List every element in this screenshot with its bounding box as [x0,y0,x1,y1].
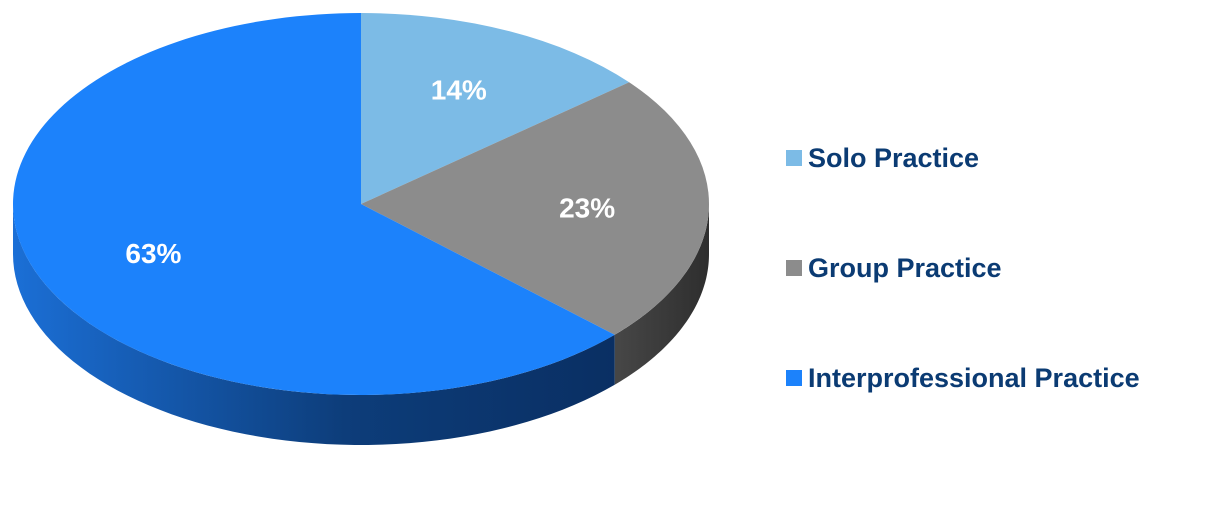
pie-slice-solo-practice [361,13,630,204]
pie-side-group-practice [614,204,709,385]
legend-item-group-practice: Group Practice [786,248,1206,288]
pie-slice-interprofessional-practice [13,13,615,395]
data-label-group-practice: 23% [559,192,615,223]
pie-labels: 14% 23% 63% [125,74,615,268]
legend-item-interprofessional-practice: Interprofessional Practice [786,358,1206,398]
pie-side-interprofessional-practice [13,204,615,445]
pie-sides [13,204,709,445]
legend: Solo Practice Group Practice Interprofes… [786,138,1206,398]
legend-swatch-interprofessional [786,370,802,386]
legend-label-interprofessional: Interprofessional Practice [808,362,1140,393]
legend-item-solo-practice: Solo Practice [786,138,1206,178]
data-label-solo-practice: 14% [431,74,487,105]
pie-tops [13,13,710,395]
legend-swatch-group [786,260,802,276]
legend-swatch-solo [786,150,802,166]
legend-label-solo: Solo Practice [808,142,980,173]
pie-slice-group-practice [361,82,710,335]
data-label-interprofessional-practice: 63% [125,238,181,269]
legend-label-group: Group Practice [808,252,1002,283]
